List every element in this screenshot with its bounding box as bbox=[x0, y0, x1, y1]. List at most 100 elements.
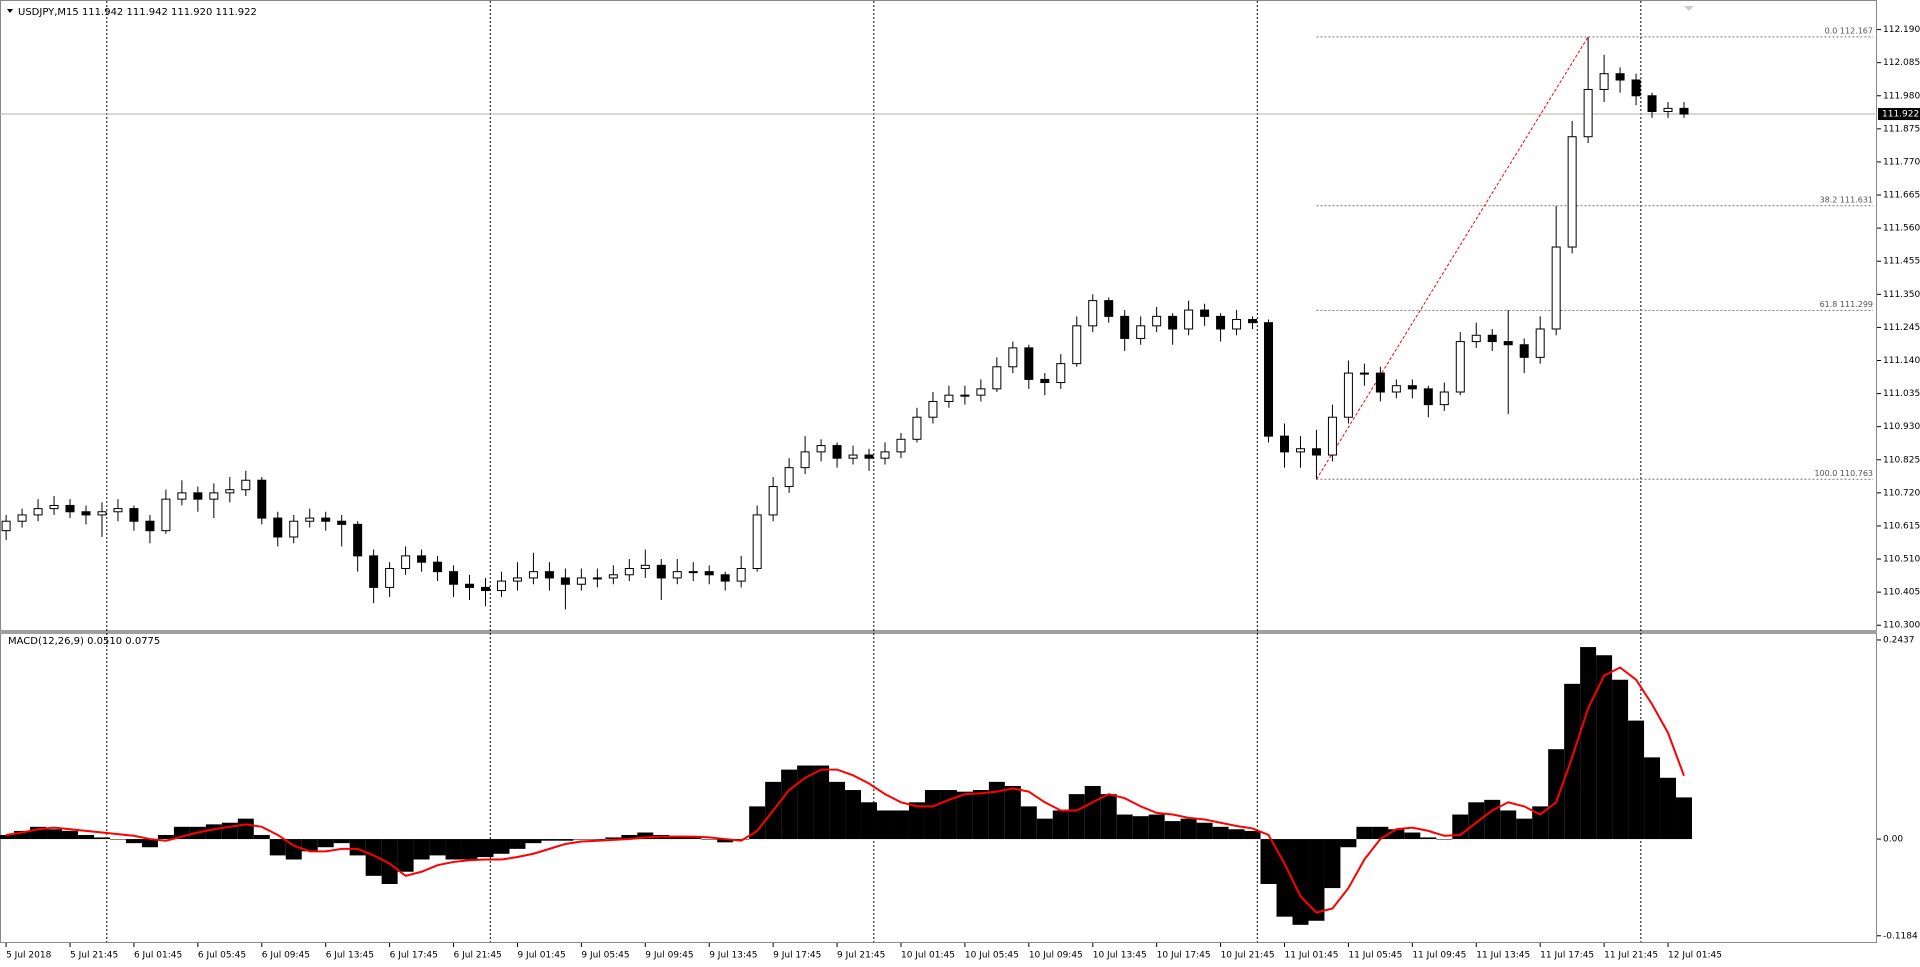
macd-bar bbox=[1340, 839, 1357, 848]
macd-bar bbox=[46, 829, 63, 840]
candle-body bbox=[976, 388, 986, 396]
candle-body bbox=[1168, 315, 1178, 330]
candle-body bbox=[241, 479, 251, 491]
candle-body bbox=[1264, 322, 1274, 437]
candle-body bbox=[848, 454, 858, 459]
x-tick-label: 10 Jul 01:45 bbox=[901, 951, 955, 961]
macd-bar bbox=[637, 832, 654, 840]
candle-body bbox=[1248, 319, 1258, 324]
candle-body bbox=[1583, 88, 1593, 138]
candle-body bbox=[1184, 309, 1194, 330]
macd-bar bbox=[1004, 785, 1021, 840]
macd-bar bbox=[141, 839, 158, 848]
macd-bar bbox=[333, 839, 350, 844]
macd-bar bbox=[1548, 749, 1565, 840]
macd-bar bbox=[749, 806, 766, 840]
y-tick-label: 112.190 bbox=[1883, 25, 1920, 35]
macd-bar bbox=[1372, 826, 1389, 840]
macd-bar bbox=[701, 839, 718, 840]
macd-bar bbox=[14, 830, 31, 840]
candle-body bbox=[1088, 300, 1098, 327]
candle-body bbox=[1455, 341, 1465, 393]
candle-body bbox=[912, 416, 922, 440]
candle-body bbox=[1056, 363, 1066, 384]
macd-bar bbox=[381, 839, 398, 884]
macd-bar bbox=[397, 839, 414, 872]
candle-body bbox=[1280, 435, 1289, 453]
candle-body bbox=[1008, 347, 1018, 368]
candle-body bbox=[225, 489, 235, 494]
macd-bar bbox=[1068, 794, 1085, 840]
candle-body bbox=[1072, 325, 1082, 365]
macd-bar bbox=[829, 781, 846, 840]
macd-bar bbox=[1260, 839, 1277, 884]
candle-body bbox=[672, 571, 682, 579]
macd-bar bbox=[1580, 647, 1597, 840]
fib-label: 100.0 110.763 bbox=[1814, 469, 1873, 478]
candle-body bbox=[49, 504, 59, 510]
menu-arrow[interactable] bbox=[7, 9, 13, 13]
macd-bar bbox=[589, 839, 606, 840]
chart-title: USDJPY,M15 111.942 111.942 111.920 111.9… bbox=[18, 7, 257, 18]
macd-title: MACD(12,26,9) 0.0510 0.0775 bbox=[8, 636, 160, 647]
candle-body bbox=[560, 577, 570, 585]
candle-body bbox=[337, 520, 347, 525]
macd-bar bbox=[1516, 818, 1533, 840]
candle-body bbox=[864, 454, 874, 459]
candle-body bbox=[433, 561, 443, 573]
macd-bar bbox=[0, 834, 15, 840]
macd-bar bbox=[157, 834, 174, 840]
macd-bar bbox=[1564, 683, 1581, 840]
candle-body bbox=[960, 394, 970, 397]
candle-body bbox=[832, 445, 842, 459]
candle-body bbox=[896, 438, 906, 453]
candle-body bbox=[129, 508, 139, 522]
macd-bar bbox=[1308, 839, 1325, 921]
macd-bar bbox=[1388, 829, 1405, 840]
macd-bar bbox=[813, 765, 830, 840]
candle-body bbox=[752, 514, 762, 569]
x-tick-label: 5 Jul 2018 bbox=[6, 951, 51, 961]
macd-y-tick-label: -0.1184 bbox=[1883, 931, 1918, 941]
macd-bar bbox=[1132, 816, 1149, 840]
y-tick-label: 110.510 bbox=[1883, 555, 1920, 565]
candle-body bbox=[768, 486, 778, 516]
candle-body bbox=[273, 517, 283, 538]
y-tick-label: 111.560 bbox=[1883, 224, 1920, 234]
macd-bar bbox=[1116, 814, 1133, 840]
macd-y-tick-label: 0.2437 bbox=[1883, 635, 1915, 645]
x-tick-label: 11 Jul 17:45 bbox=[1540, 951, 1594, 961]
y-tick-label: 111.350 bbox=[1883, 290, 1920, 300]
macd-bar bbox=[573, 839, 590, 840]
macd-bar bbox=[924, 790, 941, 840]
macd-bar bbox=[892, 810, 909, 840]
fib-trendline bbox=[1316, 36, 1589, 480]
bid-label: 111.922 bbox=[1882, 110, 1919, 120]
macd-bar bbox=[1356, 826, 1373, 840]
candle-body bbox=[1631, 79, 1641, 97]
macd-bar bbox=[1484, 799, 1501, 840]
candle-body bbox=[720, 574, 730, 582]
macd-bar bbox=[1676, 797, 1692, 840]
y-tick-label: 111.770 bbox=[1883, 157, 1920, 167]
candle-body bbox=[17, 514, 27, 522]
candle-body bbox=[1343, 372, 1353, 418]
y-tick-label: 111.875 bbox=[1883, 124, 1920, 134]
y-tick-label: 110.615 bbox=[1883, 521, 1920, 531]
macd-bar bbox=[1084, 785, 1101, 840]
candle-body bbox=[576, 577, 586, 585]
x-tick-label: 12 Jul 01:45 bbox=[1668, 951, 1722, 961]
macd-bar bbox=[1244, 830, 1261, 840]
x-tick-label: 11 Jul 21:45 bbox=[1604, 951, 1658, 961]
x-tick-label: 10 Jul 09:45 bbox=[1029, 951, 1083, 961]
macd-y-tick-label: 0.00 bbox=[1883, 835, 1903, 845]
macd-bar bbox=[1404, 832, 1421, 840]
macd-bar bbox=[1036, 818, 1053, 840]
x-tick-label: 9 Jul 01:45 bbox=[517, 951, 565, 961]
macd-bar bbox=[956, 791, 973, 840]
y-tick-label: 110.405 bbox=[1883, 588, 1920, 598]
candle-body bbox=[481, 586, 490, 592]
candle-body bbox=[608, 574, 618, 579]
x-tick-label: 10 Jul 13:45 bbox=[1093, 951, 1147, 961]
